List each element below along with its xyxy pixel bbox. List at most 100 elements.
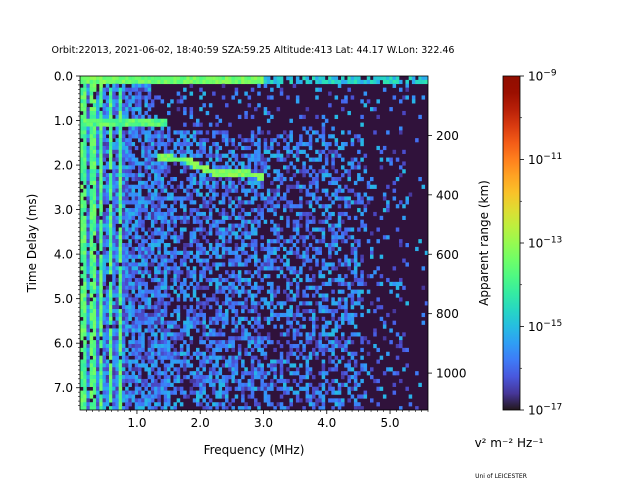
- heatmap-cell: [115, 371, 119, 376]
- heatmap-cell: [163, 153, 168, 158]
- heatmap-cell: [257, 332, 261, 337]
- heatmap-cell: [121, 231, 126, 236]
- heatmap-cell: [263, 169, 268, 174]
- heatmap-cell: [199, 320, 203, 325]
- heatmap-cell: [247, 231, 252, 236]
- heatmap-cell: [160, 336, 165, 341]
- heatmap-cell: [192, 285, 197, 290]
- heatmap-cell: [196, 227, 200, 232]
- heatmap-cell: [92, 355, 97, 360]
- heatmap-cell: [105, 324, 110, 329]
- heatmap-cell: [118, 231, 123, 236]
- heatmap-cell: [299, 169, 303, 174]
- heatmap-cell: [334, 95, 339, 100]
- heatmap-cell: [163, 243, 168, 248]
- heatmap-cell: [212, 219, 216, 224]
- heatmap-cell: [225, 161, 229, 166]
- heatmap-cell: [302, 250, 306, 255]
- heatmap-cell: [312, 169, 316, 174]
- heatmap-cell: [154, 351, 158, 356]
- heatmap-cell: [86, 359, 90, 364]
- heatmap-cell: [202, 103, 206, 108]
- heatmap-cell: [254, 169, 258, 174]
- heatmap-cell: [305, 254, 310, 259]
- heatmap-cell: [266, 196, 271, 201]
- heatmap-cell: [102, 301, 107, 306]
- heatmap-cell: [163, 312, 168, 318]
- heatmap-cell: [109, 227, 113, 232]
- heatmap-cell: [237, 386, 242, 391]
- heatmap-cell: [273, 359, 277, 364]
- heatmap-cell: [263, 394, 268, 399]
- heatmap-cell: [173, 309, 177, 314]
- heatmap-cell: [96, 145, 100, 151]
- heatmap-cell: [109, 254, 113, 259]
- heatmap-cell: [292, 173, 297, 178]
- heatmap-cell: [121, 122, 126, 127]
- heatmap-cell: [347, 375, 351, 380]
- heatmap-cell: [276, 188, 281, 193]
- heatmap-cell: [360, 122, 364, 127]
- heatmap-cell: [80, 301, 84, 306]
- heatmap-cell: [308, 192, 313, 197]
- heatmap-cell: [105, 332, 110, 337]
- heatmap-cell: [405, 301, 409, 306]
- heatmap-cell: [112, 157, 116, 162]
- heatmap-cell: [199, 394, 203, 399]
- heatmap-cell: [150, 235, 155, 240]
- heatmap-cell: [228, 184, 232, 189]
- heatmap-cell: [83, 316, 87, 321]
- heatmap-cell: [241, 336, 245, 341]
- y-tick-label: 5.0: [54, 292, 73, 306]
- heatmap-cell: [144, 239, 148, 244]
- heatmap-cell: [138, 180, 142, 186]
- heatmap-cell: [99, 130, 103, 135]
- heatmap-cell: [218, 367, 223, 372]
- heatmap-cell: [163, 246, 168, 252]
- heatmap-cell: [215, 79, 219, 85]
- heatmap-cell: [183, 134, 187, 139]
- heatmap-cell: [134, 114, 139, 120]
- heatmap-cell: [86, 293, 90, 298]
- heatmap-cell: [86, 402, 90, 407]
- heatmap-cell: [118, 289, 123, 294]
- heatmap-cell: [112, 149, 116, 154]
- heatmap-cell: [118, 176, 123, 182]
- heatmap-cell: [189, 250, 194, 255]
- heatmap-cell: [270, 312, 274, 318]
- heatmap-cell: [286, 328, 290, 333]
- heatmap-cell: [231, 188, 235, 193]
- heatmap-cell: [386, 312, 390, 318]
- heatmap-cell: [295, 223, 300, 228]
- heatmap-cell: [315, 289, 319, 294]
- heatmap-cell: [308, 277, 313, 283]
- heatmap-cell: [289, 309, 293, 314]
- heatmap-cell: [128, 215, 132, 220]
- heatmap-cell: [167, 219, 171, 224]
- heatmap-cell: [141, 173, 145, 178]
- heatmap-cell: [99, 138, 103, 143]
- heatmap-cell: [199, 79, 203, 85]
- heatmap-cell: [199, 138, 203, 143]
- heatmap-cell: [228, 204, 232, 209]
- heatmap-cell: [170, 355, 174, 360]
- heatmap-cell: [147, 95, 152, 100]
- heatmap-cell: [244, 223, 248, 228]
- colorbar-unit-label: v² m⁻² Hz⁻¹: [475, 436, 544, 450]
- heatmap-cell: [266, 402, 271, 407]
- heatmap-cell: [279, 324, 284, 329]
- heatmap-cell: [337, 281, 342, 287]
- heatmap-cell: [360, 219, 364, 224]
- heatmap-cell: [83, 378, 87, 384]
- heatmap-cell: [147, 149, 152, 154]
- heatmap-cell: [321, 266, 326, 271]
- heatmap-cell: [321, 281, 326, 287]
- heatmap-cell: [241, 285, 245, 290]
- heatmap-cell: [102, 351, 107, 356]
- heatmap-cell: [160, 235, 165, 240]
- heatmap-cell: [163, 355, 168, 360]
- heatmap-cell: [99, 406, 103, 410]
- heatmap-cell: [105, 289, 110, 294]
- heatmap-cell: [366, 351, 371, 356]
- heatmap-cell: [186, 343, 190, 349]
